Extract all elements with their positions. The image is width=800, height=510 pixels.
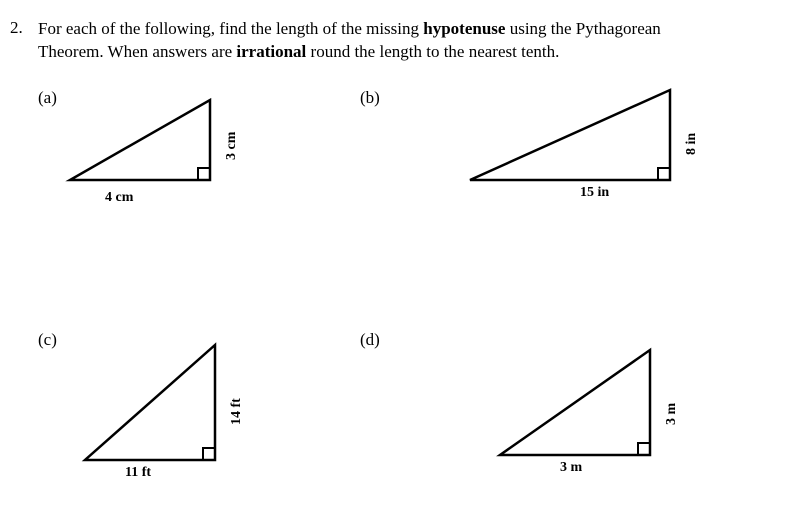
question-number: 2. <box>10 18 23 38</box>
q-line1a: For each of the following, find the leng… <box>38 19 423 38</box>
q-bold2: irrational <box>236 42 306 61</box>
triangle-c <box>75 335 225 470</box>
triangle-c-base-label: 11 ft <box>125 465 151 481</box>
part-a-label: (a) <box>38 88 57 108</box>
triangle-d <box>490 340 660 465</box>
triangle-d-height-label: 3 m <box>664 403 680 425</box>
part-b-label: (b) <box>360 88 380 108</box>
q-line2b: round the length to the nearest tenth. <box>306 42 559 61</box>
q-bold1: hypotenuse <box>423 19 505 38</box>
triangle-a-base-label: 4 cm <box>105 190 133 206</box>
triangle-b-height-label: 8 in <box>684 133 700 155</box>
q-line2a: Theorem. When answers are <box>38 42 236 61</box>
triangle-a <box>60 90 220 190</box>
triangle-b <box>460 80 680 190</box>
question-text: For each of the following, find the leng… <box>38 18 758 64</box>
part-d-label: (d) <box>360 330 380 350</box>
part-c-label: (c) <box>38 330 57 350</box>
triangle-c-height-label: 14 ft <box>229 398 245 425</box>
triangle-b-base-label: 15 in <box>580 185 609 201</box>
triangle-d-base-label: 3 m <box>560 460 582 476</box>
worksheet-page: 2. For each of the following, find the l… <box>0 0 800 510</box>
triangle-a-height-label: 3 cm <box>224 132 240 160</box>
q-line1b: using the Pythagorean <box>505 19 660 38</box>
